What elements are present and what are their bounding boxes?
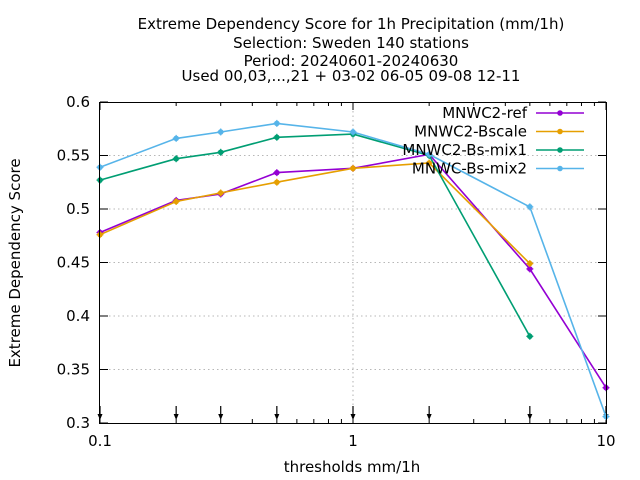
threshold-marker-head bbox=[426, 414, 432, 420]
y-tick-label: 0.35 bbox=[57, 361, 90, 379]
threshold-markers bbox=[97, 406, 609, 420]
legend-item: MNWC2-ref bbox=[442, 104, 584, 122]
legend-item: MNWC2-Bscale bbox=[414, 123, 584, 141]
threshold-marker-head bbox=[218, 414, 224, 420]
grid bbox=[100, 102, 606, 423]
x-tick-label: 0.1 bbox=[88, 432, 112, 450]
legend-swatch-point bbox=[557, 110, 563, 116]
series-line bbox=[99, 122, 607, 417]
threshold-marker-head bbox=[173, 414, 179, 420]
legend-label: MNWC2-Bscale bbox=[414, 123, 527, 141]
y-tick-labels: 0.3 0.35 0.4 0.45 0.5 0.55 0.6 bbox=[57, 93, 90, 432]
y-tick-label: 0.45 bbox=[57, 254, 90, 272]
legend: MNWC2-refMNWC2-BscaleMNWC2-Bs-mix1MNWC-B… bbox=[402, 104, 584, 178]
threshold-marker-head bbox=[350, 414, 356, 420]
legend-item: MNWC-Bs-mix2 bbox=[412, 160, 584, 178]
y-tick-label: 0.5 bbox=[66, 200, 90, 218]
legend-swatch-point bbox=[557, 128, 563, 135]
y-tick-label: 0.6 bbox=[66, 93, 90, 111]
legend-swatch-point bbox=[557, 147, 563, 153]
title-line-2: Selection: Sweden 140 stations bbox=[233, 34, 469, 52]
threshold-marker-head bbox=[527, 414, 533, 420]
x-axis-label: thresholds mm/1h bbox=[284, 458, 421, 476]
legend-label: MNWC2-Bs-mix1 bbox=[402, 141, 527, 159]
legend-item: MNWC2-Bs-mix1 bbox=[402, 141, 584, 159]
y-tick-label: 0.4 bbox=[66, 307, 90, 325]
y-tick-label: 0.55 bbox=[57, 147, 90, 165]
chart-title: Extreme Dependency Score for 1h Precipit… bbox=[138, 15, 565, 85]
series-1 bbox=[96, 159, 534, 268]
plot-frame bbox=[99, 102, 607, 424]
title-line-3: Period: 20240601-20240630 bbox=[244, 52, 459, 70]
threshold-marker-head bbox=[274, 414, 280, 420]
y-tick-label: 0.3 bbox=[66, 414, 90, 432]
y-axis-label: Extreme Dependency Score bbox=[6, 158, 24, 367]
series-line bbox=[99, 162, 531, 265]
title-line-1: Extreme Dependency Score for 1h Precipit… bbox=[138, 15, 565, 33]
legend-label: MNWC2-ref bbox=[442, 104, 527, 122]
title-line-4: Used 00,03,...,21 + 03-02 06-05 09-08 12… bbox=[182, 67, 521, 85]
x-tick-labels: 0.1 1 10 bbox=[88, 432, 615, 450]
legend-swatch-point bbox=[557, 165, 563, 172]
x-tick-label: 1 bbox=[348, 432, 358, 450]
x-tick-label: 10 bbox=[596, 432, 615, 450]
legend-label: MNWC-Bs-mix2 bbox=[412, 160, 527, 178]
